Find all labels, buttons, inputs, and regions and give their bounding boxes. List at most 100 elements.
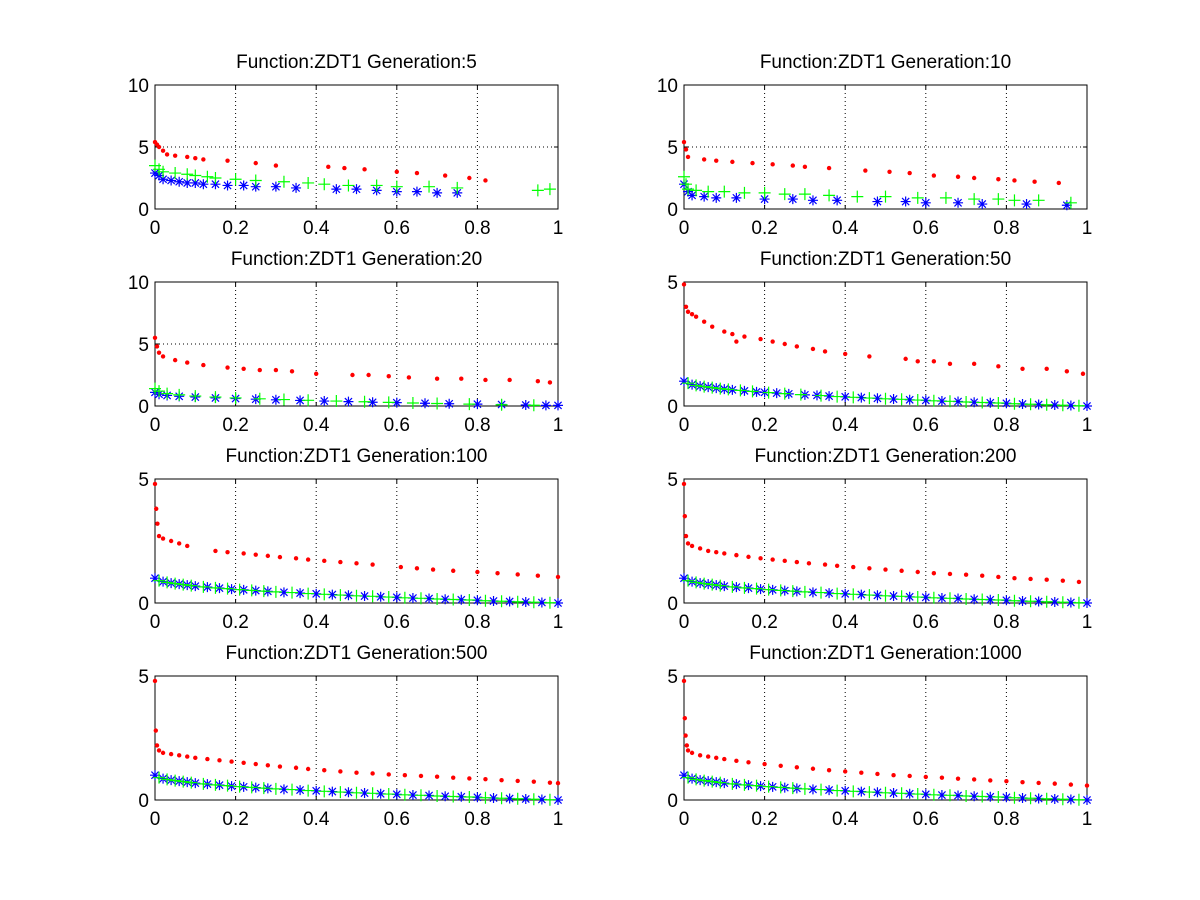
data-point-blue [872,590,883,601]
data-point-blue [440,594,451,605]
data-point-blue [238,180,249,191]
data-point-blue [311,785,322,796]
data-point-green [698,774,711,787]
data-point-green [960,396,973,409]
series-red [152,678,561,786]
data-point-blue [150,168,160,179]
data-point-red [863,168,868,173]
data-point-blue [699,191,710,202]
data-point-red [434,376,440,381]
data-point-red [971,777,977,782]
data-point-green [245,781,258,794]
y-tick-label: 5 [667,138,678,159]
data-point-red [451,568,456,573]
data-point-red [730,331,735,337]
data-point-green [786,585,799,598]
data-point-red [770,162,775,167]
data-point-blue [888,788,899,799]
data-point-red [273,163,279,168]
data-point-red [931,173,937,178]
data-point-red [875,771,880,777]
y-tick-label: 5 [667,667,678,688]
x-tick-label: 0 [150,415,161,436]
y-tick-label: 5 [138,138,149,159]
data-point-blue [1033,399,1044,410]
data-point-blue [969,791,980,802]
data-point-green [201,170,214,183]
axes-frame [154,675,559,801]
data-point-red [683,304,689,309]
data-point-red [681,282,687,287]
data-point-blue [969,594,980,605]
data-point-green [153,771,166,784]
data-point-red [682,715,688,721]
data-point-green [774,584,787,597]
y-tick-label: 10 [657,76,678,97]
data-point-red [859,770,864,775]
data-point-red [955,776,961,781]
data-point-green [762,780,775,793]
data-point-red [257,367,262,373]
data-point-red [305,766,311,772]
data-point-blue [150,573,160,584]
data-point-blue [679,376,689,387]
data-point-green [1032,194,1045,207]
data-point-green [758,186,771,199]
y-tick-label: 0 [138,594,149,615]
data-point-blue [440,791,451,802]
data-point-blue [154,170,165,181]
data-point-red [701,157,707,162]
data-point-green [698,380,711,393]
x-tick-label: 0.2 [751,415,777,436]
data-point-green [495,595,508,608]
data-point-red [722,329,727,334]
data-point-blue [687,773,698,784]
data-point-green [161,773,174,786]
data-point-red [770,339,775,344]
data-point-green [960,790,973,803]
data-point-red [193,755,198,761]
data-point-red [758,336,763,342]
data-point-red [406,375,412,380]
data-point-red [790,163,796,168]
data-point-red [681,481,687,487]
data-point-green [943,789,956,802]
data-point-green [390,180,403,193]
data-point-green [690,773,703,786]
data-point-blue [807,195,818,206]
data-point-green [1024,595,1037,608]
data-point-green [330,395,343,408]
data-point-blue [174,176,185,187]
data-point-red [851,564,856,570]
x-tick-label: 0.2 [751,809,777,830]
data-point-blue [824,391,835,402]
data-point-blue [190,177,201,188]
data-point-red [277,554,283,560]
data-point-blue [343,590,354,601]
data-point-red [467,175,472,181]
data-point-blue [1017,793,1028,804]
data-point-blue [250,181,261,192]
x-tick-label: 1 [553,415,564,436]
data-point-green [798,782,811,795]
data-point-blue [1082,401,1092,411]
data-point-red [705,754,711,759]
data-point-red [515,778,520,784]
x-tick-label: 0.8 [993,218,1019,239]
data-point-green [543,183,556,196]
subplot-1: Function:ZDT1 Generation:5 0 0.2 0.4 0.6 0.8 1… [128,52,563,239]
data-point-red [531,779,537,784]
data-point-blue [327,786,338,797]
data-point-red [483,178,488,183]
data-point-red [891,773,896,778]
data-point-red [883,567,888,572]
data-point-green [257,782,270,795]
data-point-red [402,773,408,778]
data-point-red [154,344,160,349]
data-point-blue [420,398,431,409]
data-point-green [277,175,290,188]
data-point-blue [504,793,515,804]
data-point-red [338,559,343,565]
data-point-blue [158,773,169,784]
